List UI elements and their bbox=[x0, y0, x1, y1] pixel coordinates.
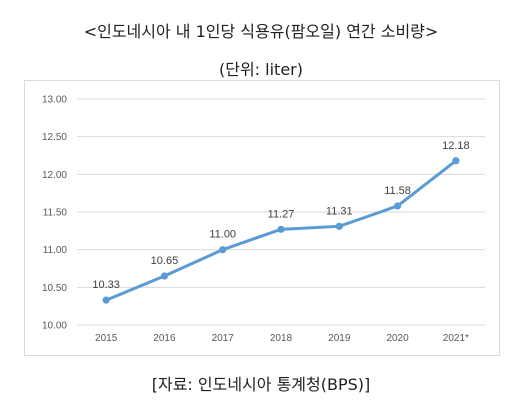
data-label: 12.18 bbox=[442, 140, 470, 152]
y-tick-label: 10.00 bbox=[42, 321, 67, 332]
source-note: [자료: 인도네시아 통계청(BPS)] bbox=[151, 375, 371, 394]
y-tick-label: 11.00 bbox=[43, 245, 68, 256]
data-point bbox=[102, 296, 110, 304]
data-label: 11.00 bbox=[209, 229, 236, 241]
data-label: 11.31 bbox=[326, 205, 353, 217]
data-point bbox=[335, 222, 343, 230]
x-tick-label: 2019 bbox=[328, 333, 351, 344]
data-label: 11.58 bbox=[384, 185, 411, 197]
data-point bbox=[452, 157, 460, 165]
x-tick-label: 2015 bbox=[95, 333, 118, 344]
data-label: 10.65 bbox=[151, 255, 179, 267]
x-tick-label: 2018 bbox=[270, 333, 293, 344]
data-label: 10.33 bbox=[92, 279, 120, 291]
x-tick-label: 2021* bbox=[443, 333, 469, 344]
y-tick-label: 12.00 bbox=[42, 170, 67, 181]
x-tick-label: 2020 bbox=[386, 333, 409, 344]
x-tick-label: 2017 bbox=[212, 333, 235, 344]
y-tick-label: 13.00 bbox=[42, 95, 67, 106]
line-chart: 10.00 10.50 11.00 11.50 12.00 12.50 13.00 2015 2… bbox=[42, 95, 485, 344]
x-tick-label: 2016 bbox=[153, 333, 176, 344]
data-point bbox=[219, 246, 227, 254]
data-label: 11.27 bbox=[268, 208, 295, 220]
y-tick-label: 10.50 bbox=[42, 283, 67, 294]
data-point bbox=[393, 202, 402, 210]
data-point bbox=[277, 225, 285, 233]
chart-title: <인도네시아 내 1인당 식용유(팜오일) 연간 소비량> bbox=[83, 22, 439, 41]
chart-area: 10.00 10.50 11.00 11.50 12.00 12.50 13.00 2015 2… bbox=[24, 80, 500, 356]
y-tick-label: 11.50 bbox=[43, 208, 68, 219]
data-point bbox=[160, 272, 169, 280]
y-tick-label: 12.50 bbox=[42, 132, 67, 143]
unit-label: (단위: liter) bbox=[219, 60, 303, 79]
